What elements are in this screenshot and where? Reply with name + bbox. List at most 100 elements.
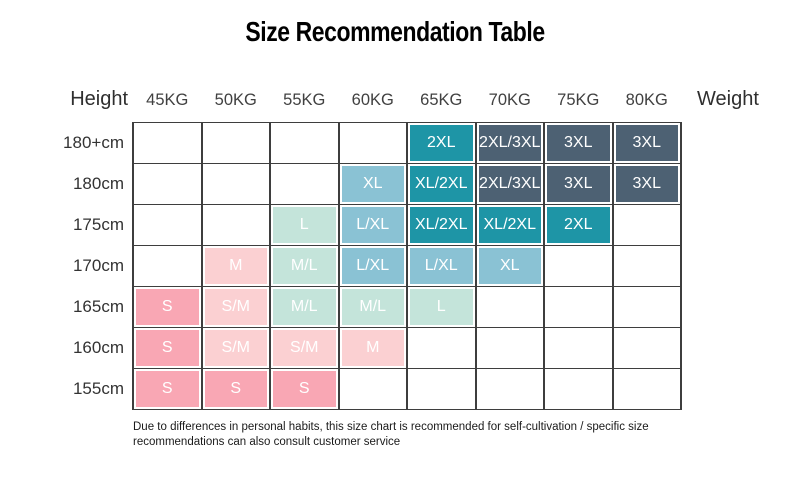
row-height-label: 180cm bbox=[72, 174, 124, 193]
size-cell-empty bbox=[474, 368, 545, 410]
row-height-label: 170cm bbox=[72, 256, 124, 275]
size-cell-empty bbox=[611, 245, 682, 287]
size-cell: 3XL bbox=[611, 163, 682, 205]
size-cell-empty bbox=[543, 245, 614, 287]
size-cell-empty bbox=[132, 122, 203, 164]
row-height-label: 175cm bbox=[72, 215, 124, 234]
weight-col-65kg: 65KG bbox=[420, 91, 463, 109]
row-height-label: 180+cm bbox=[63, 133, 124, 152]
size-cell: M bbox=[200, 245, 271, 287]
size-cell: L/XL bbox=[406, 245, 477, 287]
size-cell: 3XL bbox=[543, 163, 614, 205]
size-value: S bbox=[136, 371, 199, 407]
size-cell: 2XL bbox=[543, 204, 614, 246]
weight-col-50kg: 50KG bbox=[214, 91, 257, 109]
size-cell-empty bbox=[611, 286, 682, 328]
size-value: 2XL/3XL bbox=[478, 125, 541, 161]
size-table: Height 45KG 50KG 55KG 60KG 65KG 70KG 75K… bbox=[0, 48, 790, 410]
size-value: M bbox=[341, 330, 404, 366]
size-cell: S bbox=[132, 286, 203, 328]
size-value: L bbox=[410, 289, 473, 325]
row-height-label: 160cm bbox=[72, 338, 124, 357]
size-cell-empty bbox=[132, 245, 203, 287]
size-value: 3XL bbox=[547, 166, 610, 202]
weight-col-70kg: 70KG bbox=[488, 91, 531, 109]
size-value: L bbox=[273, 207, 336, 243]
weight-col-75kg: 75KG bbox=[557, 91, 600, 109]
size-value: 2XL bbox=[547, 207, 610, 243]
size-value: M/L bbox=[341, 289, 404, 325]
size-cell-empty bbox=[474, 327, 545, 369]
size-cell: S bbox=[132, 327, 203, 369]
size-cell: L bbox=[406, 286, 477, 328]
size-cell: XL/2XL bbox=[474, 204, 545, 246]
size-value: L/XL bbox=[341, 248, 404, 284]
size-cell: L/XL bbox=[337, 204, 408, 246]
size-value: S bbox=[273, 371, 336, 407]
weight-axis-label: Weight bbox=[697, 87, 759, 110]
size-value: L/XL bbox=[341, 207, 404, 243]
size-value: 2XL/3XL bbox=[478, 166, 541, 202]
weight-col-60kg: 60KG bbox=[351, 91, 394, 109]
size-cell-empty bbox=[543, 286, 614, 328]
size-cell: S bbox=[200, 368, 271, 410]
size-cell-empty bbox=[406, 368, 477, 410]
size-cell: XL/2XL bbox=[406, 204, 477, 246]
weight-col-45kg: 45KG bbox=[146, 91, 189, 109]
size-value: M/L bbox=[273, 289, 336, 325]
size-cell-empty bbox=[132, 163, 203, 205]
table-row: 180cm XL XL/2XL 2XL/3XL 3XL 3XL bbox=[0, 163, 790, 205]
row-height-label: 155cm bbox=[72, 379, 124, 398]
row-spacer bbox=[681, 287, 790, 328]
size-cell-empty bbox=[132, 204, 203, 246]
page-title: Size Recommendation Table bbox=[245, 16, 545, 47]
size-value: 3XL bbox=[615, 125, 678, 161]
size-value: L/XL bbox=[410, 248, 473, 284]
size-cell: L bbox=[269, 204, 340, 246]
size-cell: 3XL bbox=[611, 122, 682, 164]
weight-col-80kg: 80KG bbox=[625, 91, 668, 109]
size-cell-empty bbox=[200, 163, 271, 205]
table-row: 180+cm 2XL 2XL/3XL 3XL 3XL bbox=[0, 122, 790, 164]
table-row: 165cm S S/M M/L M/L L bbox=[0, 286, 790, 328]
size-cell: 3XL bbox=[543, 122, 614, 164]
size-value: M/L bbox=[273, 248, 336, 284]
size-cell: 2XL/3XL bbox=[474, 163, 545, 205]
header-row: Height 45KG 50KG 55KG 60KG 65KG 70KG 75K… bbox=[0, 48, 790, 123]
size-value: M bbox=[204, 248, 267, 284]
size-value: XL/2XL bbox=[410, 207, 473, 243]
size-cell-empty bbox=[474, 286, 545, 328]
table-row: 155cm S S S bbox=[0, 368, 790, 410]
size-cell: S bbox=[269, 368, 340, 410]
size-cell: M/L bbox=[269, 245, 340, 287]
size-value: S bbox=[136, 330, 199, 366]
row-spacer bbox=[681, 328, 790, 369]
size-value: S/M bbox=[273, 330, 336, 366]
size-cell-empty bbox=[337, 368, 408, 410]
size-cell-empty bbox=[200, 204, 271, 246]
size-cell: 2XL bbox=[406, 122, 477, 164]
size-cell-empty bbox=[269, 163, 340, 205]
size-value: S bbox=[204, 371, 267, 407]
size-value: XL bbox=[478, 248, 541, 284]
size-cell: M bbox=[337, 327, 408, 369]
size-chart-sheet: Size Recommendation Table Height 45KG 50… bbox=[0, 16, 790, 497]
row-spacer bbox=[681, 164, 790, 205]
row-height-label: 165cm bbox=[72, 297, 124, 316]
size-cell: XL bbox=[474, 245, 545, 287]
size-value: 3XL bbox=[615, 166, 678, 202]
table-row: 160cm S S/M S/M M bbox=[0, 327, 790, 369]
size-value: S bbox=[136, 289, 199, 325]
footnote: Due to differences in personal habits, t… bbox=[133, 421, 649, 448]
row-spacer bbox=[681, 369, 790, 410]
table-row: 175cm L L/XL XL/2XL XL/2XL 2XL bbox=[0, 204, 790, 246]
size-cell-empty bbox=[611, 204, 682, 246]
size-cell-empty bbox=[406, 327, 477, 369]
size-cell: S/M bbox=[269, 327, 340, 369]
size-cell: XL/2XL bbox=[406, 163, 477, 205]
size-value: 3XL bbox=[547, 125, 610, 161]
height-axis-label: Height bbox=[70, 87, 128, 110]
size-cell-empty bbox=[611, 327, 682, 369]
size-cell-empty bbox=[543, 368, 614, 410]
size-cell: M/L bbox=[269, 286, 340, 328]
